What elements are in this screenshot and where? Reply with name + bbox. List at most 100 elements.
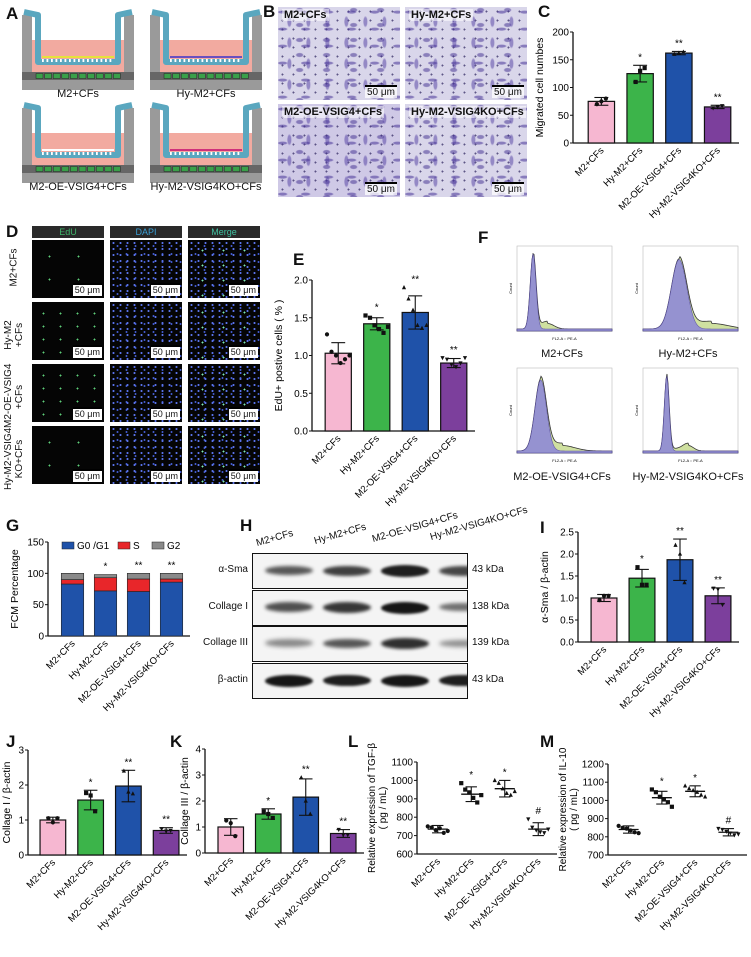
y-axis-label: Collage I / β-actin bbox=[1, 761, 13, 843]
data-point bbox=[121, 768, 126, 773]
y-tick-label: 0 bbox=[563, 139, 569, 150]
y-axis-label: Relative expression of IL-10 bbox=[558, 747, 569, 871]
culture-medium bbox=[32, 40, 124, 77]
molecular-weight-label: 43 kDa bbox=[472, 673, 504, 685]
data-point bbox=[534, 828, 539, 833]
y-tick-label: 1000 bbox=[582, 796, 605, 807]
protein-band bbox=[323, 674, 371, 687]
y-tick-label: 1200 bbox=[582, 760, 605, 771]
g1-peak bbox=[516, 379, 613, 454]
protein-band bbox=[439, 602, 467, 612]
fluorescence-image: 50 μm bbox=[32, 426, 104, 484]
data-point bbox=[419, 325, 425, 330]
fibroblast-cell bbox=[223, 73, 232, 79]
protein-band bbox=[265, 602, 313, 613]
x-tick-label: M2+CFs bbox=[573, 145, 607, 179]
fibroblast-cell bbox=[241, 73, 249, 79]
protein-label: Collage III bbox=[202, 637, 248, 648]
y-tick-label: 150 bbox=[552, 55, 569, 66]
y-tick-label: 2 bbox=[195, 797, 201, 808]
data-point bbox=[673, 542, 678, 547]
data-point bbox=[445, 828, 450, 834]
histogram-xlabel: FL2-A :: PE-A bbox=[678, 458, 703, 463]
fibroblast-cell bbox=[241, 166, 249, 172]
data-point bbox=[46, 816, 51, 821]
data-point bbox=[88, 793, 93, 798]
data-point bbox=[401, 285, 407, 290]
fibroblast-cell bbox=[172, 73, 180, 79]
significance-marker: * bbox=[638, 52, 642, 63]
data-point bbox=[672, 51, 677, 56]
legend-swatch bbox=[117, 541, 131, 550]
stacked-bar-segment bbox=[126, 573, 151, 580]
transwell-diagram bbox=[22, 102, 134, 183]
data-point bbox=[449, 362, 454, 368]
data-point bbox=[642, 65, 647, 71]
y-tick-label: 1 bbox=[18, 816, 24, 827]
x-tick-label: M2+CFs bbox=[44, 638, 78, 672]
data-point bbox=[324, 332, 330, 337]
micrograph: M2+CFs 50 μm bbox=[278, 7, 400, 100]
fibroblast-cell bbox=[61, 166, 70, 172]
blot-strip bbox=[252, 662, 468, 699]
protein-label: β-actin bbox=[217, 673, 248, 685]
significance-marker: * bbox=[375, 302, 379, 313]
y-tick-label: 1100 bbox=[582, 778, 604, 789]
micrograph: Hy-M2+CFs 50 μm bbox=[405, 7, 527, 100]
culture-medium bbox=[160, 133, 252, 170]
protein-band bbox=[439, 639, 467, 647]
y-tick-label: 1.0 bbox=[560, 594, 574, 605]
fibroblast-cell bbox=[189, 166, 198, 172]
chart-m: 700 800 900 1000 1100 1200 Relative expression… bbox=[558, 747, 747, 933]
y-tick-label: 50 bbox=[33, 600, 45, 611]
scale-bar: 50 μm bbox=[365, 182, 397, 195]
fibroblast-cell bbox=[206, 166, 215, 172]
y-tick-label: 700 bbox=[587, 851, 604, 862]
protein-band bbox=[323, 601, 371, 613]
data-point bbox=[126, 789, 131, 794]
fibroblast-cell bbox=[70, 166, 78, 172]
data-point bbox=[224, 818, 229, 823]
data-point bbox=[676, 50, 681, 55]
micrograph-label: Hy-M2-VSIG4KO+CFs bbox=[409, 106, 526, 118]
data-point bbox=[303, 798, 308, 803]
data-point bbox=[270, 815, 275, 820]
data-point bbox=[677, 551, 683, 556]
fibroblast-cell bbox=[78, 166, 87, 172]
data-point bbox=[606, 593, 611, 598]
data-point bbox=[479, 793, 484, 798]
fibroblast-cell bbox=[232, 73, 241, 79]
stacked-bar-segment bbox=[159, 573, 184, 580]
fibroblast-cell bbox=[223, 166, 232, 172]
fibroblast-cell bbox=[232, 166, 241, 172]
channel-header: Merge bbox=[188, 226, 260, 238]
data-point bbox=[632, 830, 637, 835]
panel-label-a: A bbox=[6, 4, 19, 23]
bar bbox=[626, 73, 654, 144]
transwell-diagram bbox=[150, 9, 262, 90]
micrograph: M2-OE-VSIG4+CFs 50 μm bbox=[278, 104, 400, 197]
fluorescence-image: 50 μm bbox=[188, 302, 260, 360]
fibroblast-cell bbox=[35, 166, 44, 172]
scale-bar: 50 μm bbox=[72, 283, 102, 296]
x-tick-label: M2-OE-VSIG4+CFs bbox=[244, 855, 311, 922]
data-point bbox=[526, 817, 531, 822]
y-tick-label: 2.5 bbox=[560, 528, 574, 539]
x-tick-label: M2-OE-VSIG4+CFs bbox=[618, 644, 685, 711]
fibroblast-cell bbox=[87, 166, 95, 172]
y-tick-label: 0.5 bbox=[294, 389, 308, 400]
data-point bbox=[424, 322, 429, 327]
data-point bbox=[636, 831, 641, 836]
fibroblast-cell bbox=[206, 73, 215, 79]
bar bbox=[587, 100, 616, 144]
panel-label-f: F bbox=[478, 228, 489, 247]
molecular-weight-label: 43 kDa bbox=[472, 564, 504, 575]
significance-marker: ** bbox=[714, 575, 722, 586]
data-point bbox=[372, 323, 377, 328]
data-point bbox=[504, 790, 509, 795]
legend-label: S bbox=[133, 541, 140, 552]
data-point bbox=[653, 790, 658, 795]
